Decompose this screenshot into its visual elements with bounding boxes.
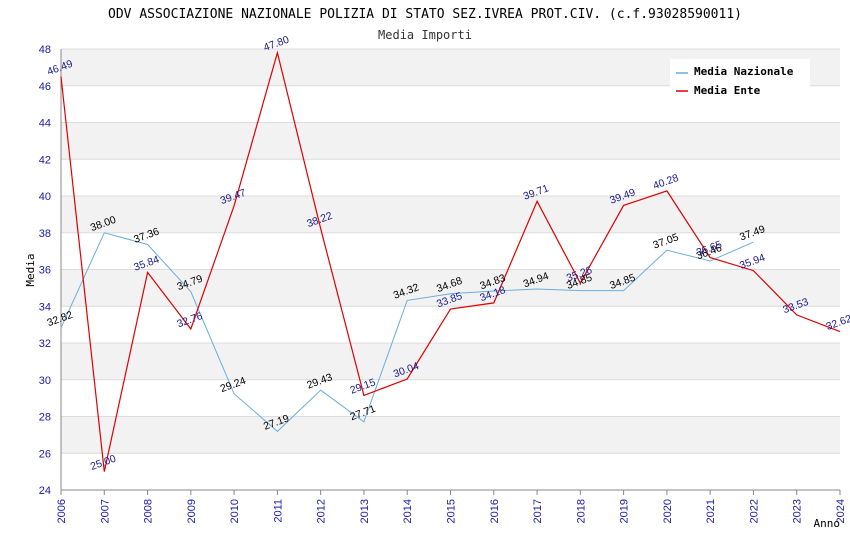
data-label: 40.28 <box>651 172 680 192</box>
y-tick-label: 36 <box>39 265 51 277</box>
data-label: 32.62 <box>825 313 850 333</box>
data-label: 35.94 <box>738 252 767 272</box>
grid-band <box>61 196 840 233</box>
x-tick-label: 2018 <box>575 499 587 523</box>
axes <box>60 49 841 495</box>
grid-lines <box>61 48 840 491</box>
x-tick-label: 2023 <box>792 499 804 523</box>
legend-box <box>670 59 810 101</box>
x-tick-label: 2013 <box>359 499 371 523</box>
x-tick-label: 2006 <box>56 499 68 523</box>
x-tick-label: 2024 <box>835 499 847 523</box>
x-tick-label: 2017 <box>532 499 544 523</box>
y-tick-label: 32 <box>39 338 51 350</box>
grid-band <box>61 122 840 160</box>
x-axis-label: Anno <box>814 517 841 530</box>
x-tick-label: 2010 <box>229 499 241 523</box>
y-tick-label: 24 <box>39 485 51 497</box>
y-tick-label: 44 <box>39 118 51 130</box>
x-tick-label: 2015 <box>446 499 458 523</box>
x-tick-label: 2019 <box>619 499 631 523</box>
y-tick-label: 40 <box>39 191 51 203</box>
y-tick-label: 46 <box>39 81 51 93</box>
x-tick-label: 2022 <box>748 499 760 523</box>
y-tick-label: 26 <box>39 448 51 460</box>
y-tick-label: 38 <box>39 228 51 240</box>
y-axis-label: Media <box>24 253 37 286</box>
x-tick-label: 2020 <box>662 499 674 523</box>
y-tick-label: 48 <box>39 44 51 56</box>
x-tick-label: 2007 <box>99 499 111 523</box>
grid-band <box>61 343 840 380</box>
grid-band <box>61 416 840 454</box>
data-label: 25.00 <box>89 453 118 473</box>
data-label: 37.05 <box>651 231 680 251</box>
series-line-media-ente <box>60 50 841 472</box>
grid-bands <box>61 49 840 454</box>
legend: Media Nazionale Media Ente <box>670 59 810 101</box>
series-lines <box>60 50 841 472</box>
y-tick-labels: 24 26 28 30 32 34 36 38 40 42 44 46 48 <box>39 44 51 497</box>
chart-title: ODV ASSOCIAZIONE NAZIONALE POLIZIA DI ST… <box>108 7 742 22</box>
grid-band <box>61 269 840 307</box>
series-line-media-nazionale <box>60 232 754 433</box>
legend-label-media-nazionale: Media Nazionale <box>694 65 794 78</box>
chart-subtitle: Media Importi <box>378 28 472 42</box>
y-tick-label: 34 <box>39 301 51 313</box>
x-tick-label: 2016 <box>489 499 501 523</box>
x-tick-labels: 2006 2007 2008 2009 2010 2011 2012 2013 2014 2015… <box>56 499 847 523</box>
x-tick-label: 2012 <box>316 499 328 523</box>
x-tick-label: 2009 <box>186 499 198 523</box>
x-tick-label: 2021 <box>705 499 717 523</box>
x-tick-label: 2008 <box>143 499 155 523</box>
legend-label-media-ente: Media Ente <box>694 84 761 97</box>
y-tick-label: 30 <box>39 375 51 387</box>
y-tick-label: 42 <box>39 154 51 166</box>
x-tick-label: 2014 <box>402 499 414 523</box>
x-tick-label: 2011 <box>272 499 284 523</box>
y-tick-label: 28 <box>39 412 51 424</box>
